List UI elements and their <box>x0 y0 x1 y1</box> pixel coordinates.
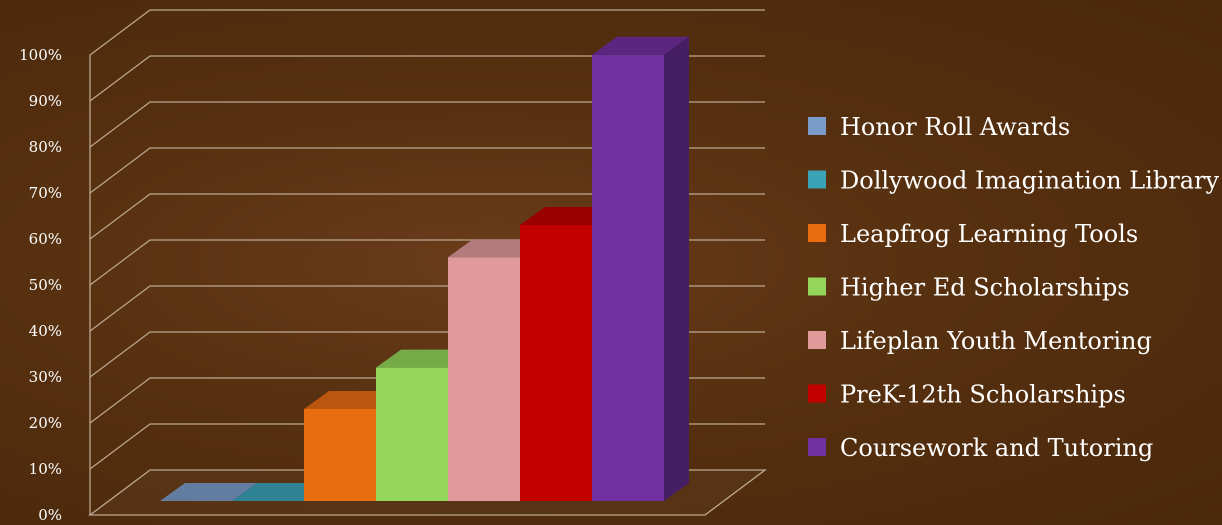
legend-swatch <box>808 277 826 296</box>
y-tick-label: 20% <box>29 414 62 432</box>
legend-label: Lifeplan Youth Mentoring <box>840 327 1152 355</box>
legend-label: Higher Ed Scholarships <box>840 274 1130 302</box>
legend-label: Coursework and Tutoring <box>840 434 1153 462</box>
y-tick-label: 90% <box>29 92 62 110</box>
y-tick-label: 60% <box>29 230 62 248</box>
legend-item: Dollywood Imagination Library <box>808 167 1219 195</box>
chart-legend: Honor Roll Awards Dollywood Imagination L… <box>808 113 1219 462</box>
y-tick-label: 80% <box>29 138 62 156</box>
gridline <box>89 55 765 102</box>
gridline <box>89 147 765 194</box>
y-tick-label: 40% <box>29 322 62 340</box>
legend-swatch <box>808 384 826 403</box>
bar-top <box>160 483 257 501</box>
gridline <box>89 101 765 148</box>
bar-front <box>520 225 592 501</box>
y-tick-label: 50% <box>29 276 62 294</box>
legend-swatch <box>808 331 826 349</box>
legend-label: Leapfrog Learning Tools <box>840 220 1138 248</box>
bar-front <box>448 257 520 501</box>
bar-coursework-and-tutoring <box>592 36 689 502</box>
legend-label: Dollywood Imagination Library <box>840 167 1219 195</box>
legend-item: Coursework and Tutoring <box>808 434 1153 462</box>
gridline <box>89 193 765 240</box>
bar-honor-roll-awards <box>160 483 257 501</box>
legend-item: Lifeplan Youth Mentoring <box>808 327 1152 355</box>
legend-item: Leapfrog Learning Tools <box>808 220 1138 248</box>
legend-label: PreK-12th Scholarships <box>840 381 1126 409</box>
legend-swatch <box>808 438 826 456</box>
legend-swatch <box>808 170 826 189</box>
bar-side <box>664 36 689 502</box>
bar-front <box>592 54 664 502</box>
y-tick-label: 10% <box>29 460 62 478</box>
legend-item: Honor Roll Awards <box>808 113 1070 141</box>
y-tick-label: 30% <box>29 368 62 386</box>
legend-item: Higher Ed Scholarships <box>808 274 1130 302</box>
bar-front <box>376 367 448 501</box>
y-tick-label: 70% <box>29 184 62 202</box>
y-axis-ticks: 0% 10% 20% 30% 40% 50% 60% 70% 80% 90% 100% <box>19 46 62 524</box>
legend-item: PreK-12th Scholarships <box>808 381 1126 409</box>
gridline <box>89 9 765 56</box>
bar-top <box>592 36 689 55</box>
y-tick-label: 100% <box>19 46 62 64</box>
legend-swatch <box>808 117 826 135</box>
bar-front <box>304 409 376 501</box>
legend-label: Honor Roll Awards <box>840 113 1070 141</box>
legend-swatch <box>808 224 826 242</box>
chart-bars <box>160 36 689 502</box>
y-tick-label: 0% <box>38 506 62 524</box>
